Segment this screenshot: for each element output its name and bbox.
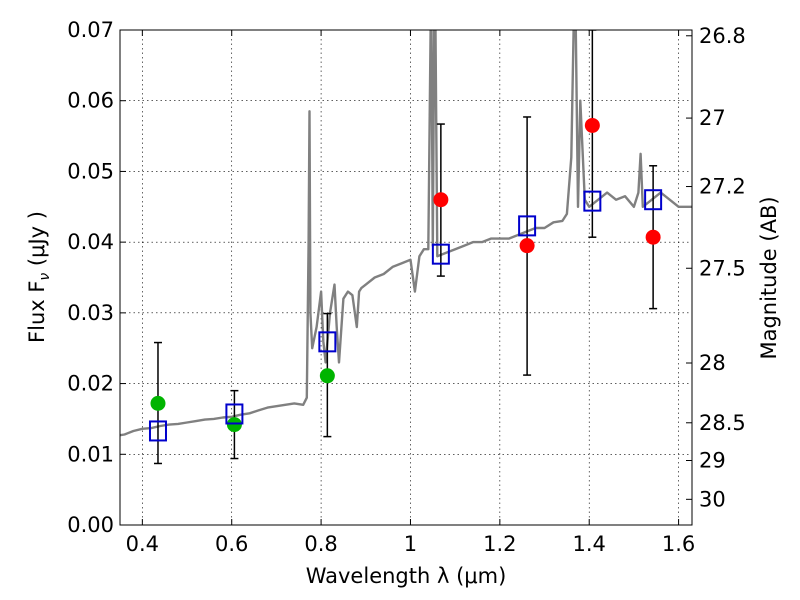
y-tick-label: 0.02 (67, 372, 114, 396)
mag-tick-label: 29 (699, 449, 726, 473)
mag-tick-label: 28.5 (699, 411, 746, 435)
x-tick-label: 1.4 (573, 532, 606, 556)
data-point-circle (226, 417, 242, 433)
x-axis-label: Wavelength λ (μm) (306, 564, 507, 588)
x-tick-label: 0.6 (215, 532, 248, 556)
mag-tick-label: 27.2 (699, 175, 746, 199)
grid-lines (120, 29, 692, 526)
y-tick-label: 0.01 (67, 442, 114, 466)
y-tick-label: 0.03 (67, 301, 114, 325)
mag-tick-label: 27.5 (699, 256, 746, 280)
axis-ticks: 0.4 0.6 0.8 1 1.2 1.4 1.6 0.00 0.01 0.02 0.03 0.04 0… (67, 18, 746, 556)
model-spectrum (120, 30, 692, 437)
data-point-circle (519, 238, 535, 254)
data-point-square (225, 403, 244, 425)
y-tick-label: 0.06 (67, 89, 114, 113)
data-point-square (431, 243, 450, 265)
data-point-circle (433, 192, 449, 208)
x-tick-label: 1 (404, 532, 417, 556)
y2-axis-label: Magnitude (AB) (757, 196, 781, 359)
plot-frame (119, 29, 693, 526)
data-point-circle (584, 117, 600, 133)
data-point-circle (319, 368, 335, 384)
y-tick-label: 0.00 (67, 513, 114, 537)
data-point-square (644, 189, 663, 211)
mag-tick-label: 26.8 (699, 24, 746, 48)
mag-tick-label: 27 (699, 106, 726, 130)
photometry-markers (148, 117, 663, 442)
x-tick-label: 0.4 (126, 532, 159, 556)
mag-tick-label: 28 (699, 351, 726, 375)
x-tick-label: 1.2 (483, 532, 516, 556)
data-point-square (318, 331, 337, 353)
data-point-square (518, 215, 537, 237)
x-tick-label: 1.6 (662, 532, 695, 556)
mag-tick-label: 30 (699, 487, 726, 511)
y-tick-label: 0.05 (67, 159, 114, 183)
y-tick-label: 0.07 (67, 18, 114, 42)
data-point-circle (150, 395, 166, 411)
x-tick-label: 0.8 (304, 532, 337, 556)
data-point-circle (645, 229, 661, 245)
data-point-square (583, 190, 602, 212)
y-axis-label: Flux Fν (μJy ) (25, 211, 53, 343)
spectrum-line (120, 30, 692, 437)
y-tick-label: 0.04 (67, 230, 114, 254)
data-point-square (148, 420, 167, 442)
error-bars (153, 30, 658, 465)
